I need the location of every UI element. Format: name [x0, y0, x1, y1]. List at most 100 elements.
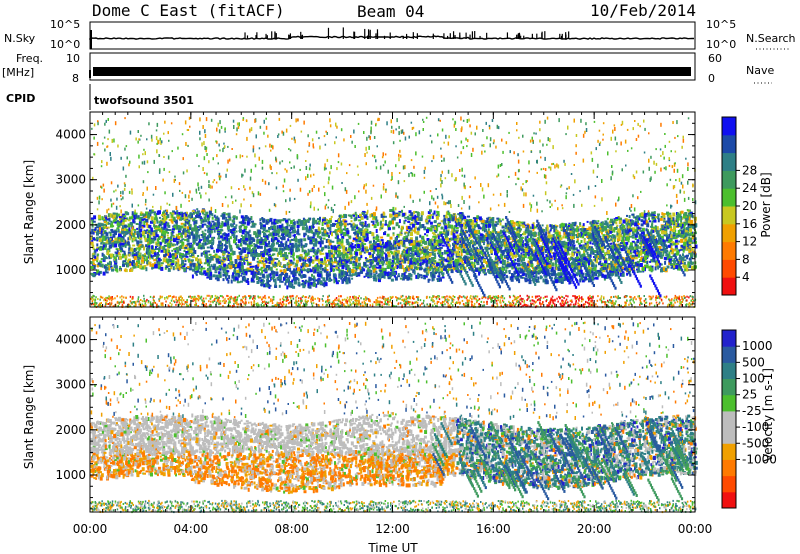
radar-echo-cell	[134, 265, 137, 269]
radar-echo-cell	[520, 221, 524, 224]
radar-echo-cell	[550, 266, 554, 271]
radar-echo-cell	[471, 226, 475, 230]
radar-echo-cell	[463, 255, 466, 258]
radar-echo-cell	[240, 274, 243, 277]
radar-echo-cell	[247, 244, 250, 248]
radar-echo-cell	[354, 266, 357, 269]
radar-echo-cell	[274, 285, 278, 288]
radar-echo-cell	[313, 282, 317, 287]
radar-echo-cell	[104, 235, 107, 238]
radar-echo-cell	[319, 243, 322, 248]
radar-echo-cell	[179, 235, 182, 238]
radar-echo-cell	[216, 219, 220, 224]
radar-echo-cell	[137, 251, 140, 256]
radar-echo-cell	[317, 247, 320, 250]
radar-echo-cell	[105, 231, 108, 234]
radar-echo-cell	[266, 237, 269, 240]
radar-echo-cell	[405, 235, 409, 240]
radar-echo-cell	[382, 241, 384, 246]
radar-echo-cell	[260, 218, 264, 221]
radar-echo-cell	[629, 235, 633, 238]
radar-echo-cell	[618, 246, 622, 250]
radar-echo-cell	[385, 245, 389, 249]
radar-echo-cell	[145, 222, 148, 226]
radar-echo-cell	[122, 219, 125, 223]
radar-echo-cell	[400, 253, 403, 258]
radar-echo-cell	[303, 261, 306, 265]
radar-echo-cell	[388, 258, 392, 261]
radar-echo-cell	[380, 243, 383, 247]
radar-echo-cell	[395, 246, 397, 250]
radar-echo-cell	[548, 240, 552, 244]
radar-echo-cell	[304, 243, 307, 248]
radar-echo-cell	[426, 238, 430, 241]
radar-echo-cell	[345, 238, 349, 243]
radar-echo-cell	[237, 281, 241, 284]
radar-echo-cell	[304, 252, 308, 257]
radar-echo-cell	[407, 220, 411, 223]
radar-echo-cell	[137, 265, 140, 268]
radar-echo-cell	[587, 231, 590, 236]
radar-echo-cell	[123, 234, 126, 237]
radar-echo-cell	[187, 214, 190, 218]
radar-echo-cell	[236, 280, 239, 284]
radar-echo-cell	[194, 270, 198, 274]
radar-echo-cell	[297, 278, 300, 282]
radar-echo-cell	[680, 216, 683, 220]
radar-echo-cell	[206, 269, 210, 274]
radar-echo-cell	[275, 258, 279, 260]
radar-echo-cell	[184, 238, 187, 241]
radar-echo-cell	[556, 233, 560, 236]
radar-echo-cell	[336, 240, 339, 245]
cpid-value: twofsound 3501	[94, 94, 194, 107]
radar-echo-cell	[100, 258, 103, 260]
radar-echo-cell	[326, 259, 330, 262]
radar-echo-cell	[323, 281, 327, 285]
radar-echo-cell	[666, 237, 669, 241]
radar-echo-cell	[363, 251, 366, 254]
radar-echo-cell	[600, 246, 604, 251]
radar-echo-cell	[338, 259, 341, 263]
radar-echo-cell	[661, 232, 664, 235]
radar-echo-cell	[278, 265, 281, 267]
radar-echo-cell	[168, 219, 172, 221]
radar-echo-cell	[261, 231, 264, 233]
radar-echo-cell	[657, 213, 660, 216]
radar-echo-cell	[600, 272, 603, 277]
radar-echo-cell	[584, 255, 587, 258]
radar-echo-cell	[186, 238, 190, 243]
radar-echo-cell	[480, 222, 484, 225]
radar-echo-cell	[682, 245, 686, 249]
radar-echo-cell	[112, 225, 115, 228]
radar-echo-cell	[436, 279, 440, 282]
radar-echo-cell	[195, 231, 199, 235]
radar-echo-cell	[196, 226, 199, 229]
radar-echo-cell	[502, 229, 505, 233]
radar-echo-cell	[379, 228, 382, 231]
radar-echo-cell	[425, 271, 429, 276]
radar-echo-cell	[219, 259, 222, 262]
radar-echo-cell	[512, 221, 516, 225]
radar-echo-cell	[504, 227, 507, 230]
radar-echo-cell	[281, 248, 285, 252]
radar-echo-cell	[282, 254, 285, 257]
radar-echo-cell	[466, 249, 470, 254]
radar-echo-cell	[653, 227, 656, 231]
radar-echo-cell	[608, 256, 612, 260]
radar-echo-cell	[300, 268, 304, 272]
radar-echo-cell	[348, 274, 352, 277]
radar-echo-cell	[262, 227, 266, 232]
radar-echo-cell	[279, 219, 282, 224]
radar-echo-cell	[272, 258, 275, 262]
radar-echo-cell	[675, 218, 678, 223]
radar-echo-cell	[409, 237, 413, 242]
radar-echo-cell	[657, 215, 660, 220]
radar-echo-cell	[244, 268, 248, 271]
radar-echo-cell	[634, 233, 638, 236]
radar-echo-cell	[204, 250, 208, 254]
radar-echo-cell	[305, 225, 308, 229]
radar-echo-cell	[626, 262, 629, 265]
radar-echo-cell	[377, 247, 381, 250]
radar-echo-cell	[403, 259, 405, 264]
radar-echo-cell	[233, 270, 237, 275]
